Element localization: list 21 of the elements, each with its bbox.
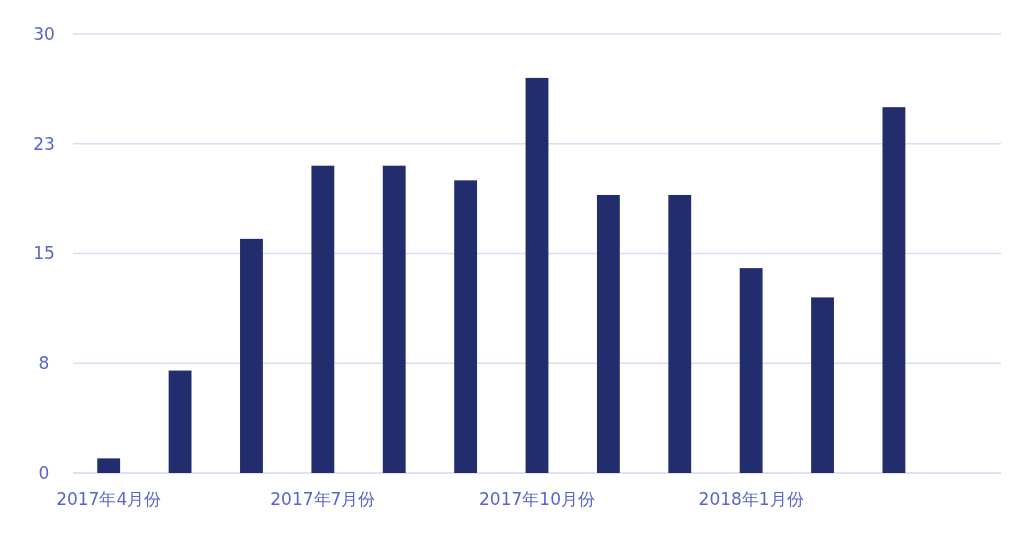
bar	[525, 77, 549, 473]
y-tick-label: 23	[33, 133, 55, 154]
y-tick-label: 0	[38, 462, 50, 483]
bar	[454, 180, 478, 473]
x-tick-label: 2018年1月份	[698, 489, 804, 509]
bar	[311, 165, 335, 473]
y-tick-label: 8	[38, 353, 50, 374]
bar	[240, 238, 263, 473]
bar	[596, 194, 620, 473]
x-tick-label: 2017年7月份	[270, 489, 376, 509]
bar	[739, 268, 763, 473]
bar	[668, 194, 692, 473]
bar	[97, 458, 121, 473]
x-tick-label: 2017年4月份	[56, 489, 162, 509]
bar	[811, 297, 834, 473]
bar	[382, 165, 406, 473]
x-tick-label: 2017年10月份	[479, 489, 595, 509]
bar	[882, 107, 906, 473]
y-tick-label: 15	[33, 243, 55, 264]
bar	[168, 370, 192, 473]
y-tick-label: 30	[33, 23, 55, 44]
